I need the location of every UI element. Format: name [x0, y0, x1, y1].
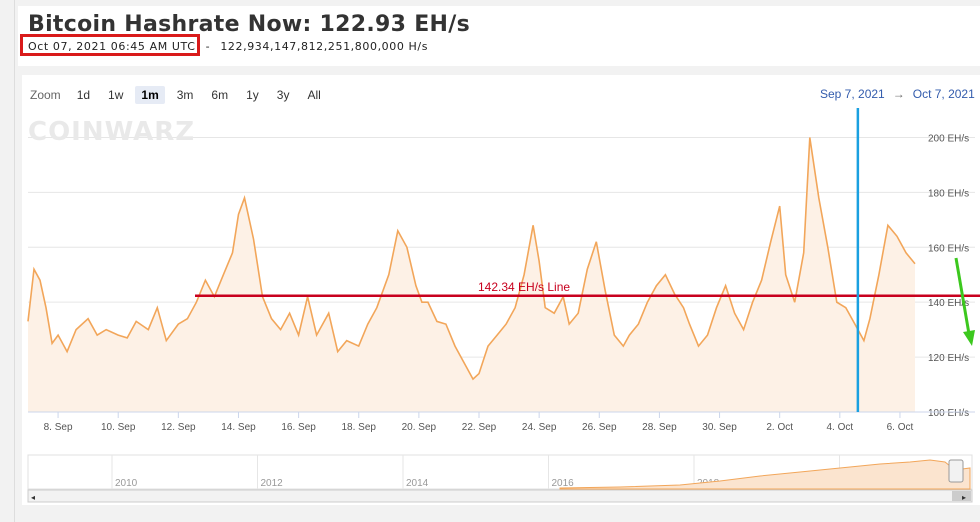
zoom-1m-button[interactable]: 1m: [135, 86, 165, 104]
x-tick-label: 16. Sep: [281, 422, 316, 433]
zoom-1d-button[interactable]: 1d: [76, 88, 91, 102]
navigator-tick-label: 2010: [115, 478, 138, 489]
series-area-fill: [28, 137, 915, 412]
x-tick-label: 24. Sep: [522, 422, 557, 433]
x-axis-ticks: 8. Sep 10. Sep 12. Sep 14. Sep 16. Sep 18. Se…: [28, 411, 975, 433]
subtitle-row: Oct 07, 2021 06:45 AM UTC - 122,934,147,…: [28, 40, 428, 53]
x-tick-label: 4. Oct: [826, 422, 853, 433]
x-tick-label: 22. Sep: [462, 422, 497, 433]
page-title: Bitcoin Hashrate Now: 122.93 EH/s: [28, 12, 470, 37]
y-tick-label: 100 EH/s: [928, 408, 969, 419]
range-to[interactable]: Oct 7, 2021: [912, 87, 975, 101]
timestamp: Oct 07, 2021 06:45 AM UTC: [28, 40, 196, 53]
x-tick-label: 28. Sep: [642, 422, 677, 433]
x-tick-label: 26. Sep: [582, 422, 617, 433]
y-axis-ticks: 100 EH/s 120 EH/s 140 EH/s 160 EH/s 180 EH/s…: [928, 133, 969, 419]
date-range: Sep 7, 2021 → Oct 7, 2021: [820, 87, 975, 101]
range-arrow: →: [892, 87, 905, 101]
arrow-shaft: [954, 257, 971, 335]
navigator: 201020122014201620182020◂▸: [27, 454, 973, 503]
x-tick-label: 6. Oct: [887, 422, 914, 433]
left-scroll-gutter: [0, 0, 15, 522]
zoom-all-button[interactable]: All: [307, 88, 321, 102]
x-tick-label: 10. Sep: [101, 422, 136, 433]
navigator-tick-label: 2016: [552, 478, 575, 489]
scroll-left-icon: ◂: [31, 493, 35, 502]
navigator-handle: [948, 459, 964, 483]
y-tick-label: 160 EH/s: [928, 243, 969, 254]
hline-label: 142.34 EH/s Line: [478, 280, 570, 294]
range-from[interactable]: Sep 7, 2021: [820, 87, 885, 101]
x-tick-label: 14. Sep: [221, 422, 256, 433]
zoom-6m-button[interactable]: 6m: [211, 88, 229, 102]
x-tick-label: 2. Oct: [766, 422, 793, 433]
zoom-3m-button[interactable]: 3m: [176, 88, 194, 102]
zoom-3y-button[interactable]: 3y: [276, 88, 290, 102]
arrow-head: [963, 330, 975, 346]
zoom-label: Zoom: [30, 88, 61, 102]
navigator-scrollbar: [27, 489, 973, 503]
y-tick-label: 120 EH/s: [928, 353, 969, 364]
y-tick-label: 140 EH/s: [928, 298, 969, 309]
watermark-logo: COINWARZ: [28, 117, 195, 147]
navigator-tick-label: 2014: [406, 478, 429, 489]
separator: -: [205, 40, 211, 53]
zoom-bar: Zoom 1d 1w 1m 3m 6m 1y 3y All: [30, 86, 327, 104]
y-tick-label: 180 EH/s: [928, 188, 969, 199]
scrollbar-thumb: [952, 491, 971, 501]
zoom-1y-button[interactable]: 1y: [246, 88, 259, 102]
x-tick-label: 12. Sep: [161, 422, 196, 433]
raw-hashrate: 122,934,147,812,251,800,000 H/s: [220, 40, 429, 53]
series-line: [27, 137, 916, 381]
y-tick-label: 200 EH/s: [928, 133, 969, 144]
x-tick-label: 30. Sep: [702, 422, 737, 433]
navigator-tick-label: 2012: [261, 478, 284, 489]
zoom-1w-button[interactable]: 1w: [108, 88, 124, 102]
x-tick-label: 8. Sep: [44, 422, 73, 433]
timestamp-highlight-box: [20, 34, 200, 56]
scroll-right-icon: ▸: [962, 493, 966, 502]
x-tick-label: 18. Sep: [342, 422, 377, 433]
x-tick-label: 20. Sep: [402, 422, 437, 433]
down-arrow-annotation: [954, 257, 975, 346]
